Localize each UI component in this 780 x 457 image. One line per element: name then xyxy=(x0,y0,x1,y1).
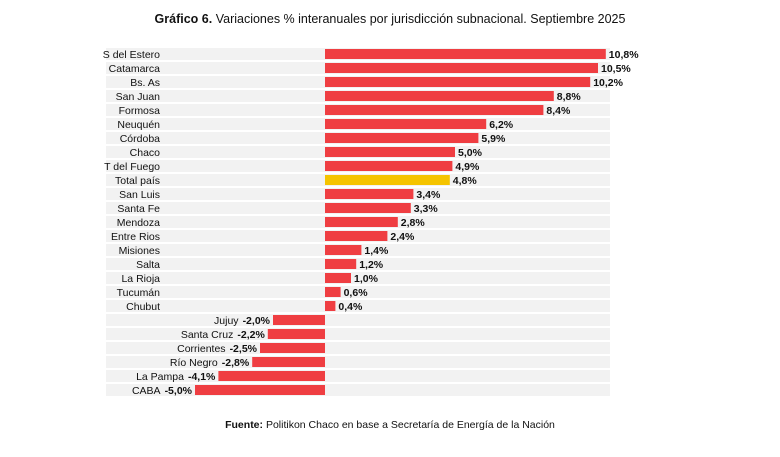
category-label: Formosa xyxy=(119,105,161,117)
category-label: S del Estero xyxy=(103,49,160,61)
category-label: Bs. As xyxy=(130,77,160,89)
bar xyxy=(260,343,325,353)
category-label: Chaco xyxy=(130,147,161,159)
value-label: 4,9% xyxy=(455,161,480,173)
value-label: 4,8% xyxy=(453,175,478,187)
value-label: 3,3% xyxy=(414,203,439,215)
bar xyxy=(218,371,325,381)
category-label: Catamarca xyxy=(109,63,161,75)
row-stripe xyxy=(106,258,610,270)
value-label: 1,0% xyxy=(354,273,379,285)
value-label: 8,8% xyxy=(557,91,582,103)
bar xyxy=(325,175,450,185)
bar xyxy=(325,91,554,101)
value-label: -2,0% xyxy=(243,315,271,327)
bar xyxy=(325,287,341,297)
category-label: T del Fuego xyxy=(104,161,160,173)
category-label: Misiones xyxy=(119,245,160,257)
category-label: Santa Fe xyxy=(117,203,160,215)
bar xyxy=(325,231,388,241)
category-label: Mendoza xyxy=(117,217,160,229)
chart-title: Gráfico 6. Variaciones % interanuales po… xyxy=(0,12,780,26)
value-label: -5,0% xyxy=(165,385,193,397)
bar-chart: S del Estero 10,8% Catamarca 10,5% Bs. As 10,… xyxy=(103,48,639,397)
bar xyxy=(273,315,325,325)
bar xyxy=(325,63,598,73)
category-label: San Luis xyxy=(119,189,160,201)
category-label: Tucumán xyxy=(117,287,161,299)
bar xyxy=(195,385,325,395)
value-label: 5,0% xyxy=(458,147,483,159)
chart-title-prefix: Gráfico 6. xyxy=(154,12,213,26)
value-label: -2,8% xyxy=(222,357,250,369)
bar xyxy=(325,203,411,213)
category-label: Total país xyxy=(115,175,160,187)
bar xyxy=(267,329,325,339)
value-label: -4,1% xyxy=(188,371,216,383)
bar xyxy=(325,217,398,227)
bar xyxy=(325,245,362,255)
row-stripe xyxy=(106,314,610,326)
category-label: Córdoba xyxy=(120,133,160,145)
value-label: 2,8% xyxy=(401,217,426,229)
value-label: 3,4% xyxy=(416,189,441,201)
value-label: 10,8% xyxy=(609,49,639,61)
source-text: Politikon Chaco en base a Secretaría de … xyxy=(265,419,555,431)
value-label: 0,4% xyxy=(338,301,363,313)
value-label: 1,4% xyxy=(364,245,389,257)
value-label: 1,2% xyxy=(359,259,384,271)
bar xyxy=(325,147,455,157)
category-label: Entre Rios xyxy=(111,231,160,243)
value-label: 8,4% xyxy=(546,105,571,117)
row-stripe xyxy=(106,286,610,298)
bar xyxy=(325,133,479,143)
category-label: Salta xyxy=(136,259,160,271)
source-prefix: Fuente: xyxy=(225,419,264,431)
value-label: 5,9% xyxy=(481,133,506,145)
bar xyxy=(325,273,351,283)
bar xyxy=(325,49,606,59)
category-label: Chubut xyxy=(126,301,160,313)
category-label: La Pampa xyxy=(136,371,184,383)
chart-source: Fuente: Politikon Chaco en base a Secret… xyxy=(0,419,780,431)
bar xyxy=(325,189,414,199)
value-label: -2,2% xyxy=(237,329,265,341)
value-label: 10,2% xyxy=(593,77,623,89)
bar xyxy=(325,301,336,311)
category-label: Corrientes xyxy=(177,343,225,355)
category-label: Jujuy xyxy=(214,315,239,327)
row-stripe xyxy=(106,356,610,368)
category-label: La Rioja xyxy=(121,273,160,285)
bar xyxy=(325,161,453,171)
bar xyxy=(325,105,544,115)
category-label: San Juan xyxy=(116,91,161,103)
value-label: -2,5% xyxy=(230,343,258,355)
bar xyxy=(252,357,325,367)
value-label: 6,2% xyxy=(489,119,514,131)
row-stripe xyxy=(106,300,610,312)
row-stripe xyxy=(106,272,610,284)
value-label: 2,4% xyxy=(390,231,415,243)
row-stripe xyxy=(106,342,610,354)
bar xyxy=(325,77,591,87)
value-label: 10,5% xyxy=(601,63,631,75)
category-label: Río Negro xyxy=(170,357,218,369)
category-label: CABA xyxy=(132,385,161,397)
row-stripe xyxy=(106,328,610,340)
category-label: Santa Cruz xyxy=(181,329,234,341)
bar xyxy=(325,119,487,129)
category-label: Neuquén xyxy=(117,119,160,131)
chart-title-text: Variaciones % interanuales por jurisdicc… xyxy=(215,12,626,26)
bar xyxy=(325,259,357,269)
value-label: 0,6% xyxy=(344,287,369,299)
